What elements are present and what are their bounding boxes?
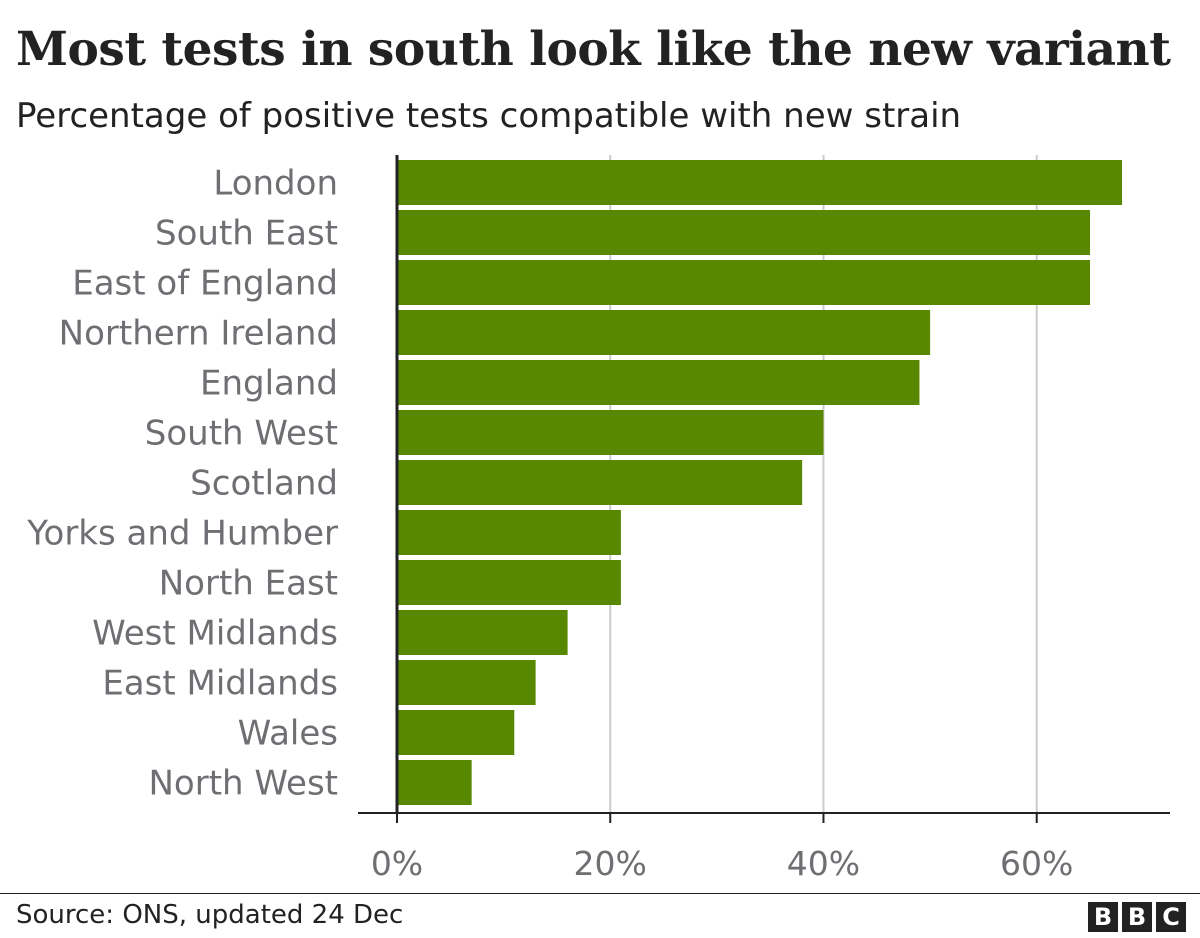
bar [397,560,621,605]
x-tick-label: 20% [574,844,647,883]
x-tick-label: 40% [787,844,860,883]
bar [397,660,536,705]
category-label: Northern Ireland [59,314,338,354]
bar [397,210,1091,255]
chart-subtitle: Percentage of positive tests compatible … [16,96,962,136]
bar [397,510,621,555]
bar [397,760,472,805]
axes [358,155,1170,823]
bar [397,710,515,755]
category-label: South West [145,414,338,454]
bar [397,360,920,405]
category-label: England [200,364,338,404]
bbc-logo: B B C [1088,902,1186,932]
category-label: London [213,164,338,204]
category-label: West Midlands [92,614,338,654]
category-label: Scotland [190,464,338,504]
logo-letter: C [1156,902,1186,932]
chart-title: Most tests in south look like the new va… [16,22,1171,77]
bar [397,160,1123,205]
bar [397,260,1091,305]
category-label: East Midlands [102,664,338,704]
category-label: Wales [238,714,338,754]
logo-letter: B [1122,902,1152,932]
bar [397,310,931,355]
category-label: Yorks and Humber [26,514,338,554]
category-label: East of England [72,264,338,304]
bar [397,460,803,505]
x-tick-label: 0% [371,844,423,883]
footer-divider [0,893,1200,894]
category-label: North West [149,764,339,804]
bar [397,410,824,455]
x-tick-label: 60% [1000,844,1073,883]
bar [397,610,568,655]
bars [397,160,1123,805]
x-tick-labels: 0% 20% 40% 60% [371,844,1074,883]
category-labels: London South East East of England Northern … [26,164,338,804]
source-note: Source: ONS, updated 24 Dec [16,900,404,930]
category-label: North East [159,564,338,604]
bar-chart: London South East East of England Northern … [26,155,1170,883]
category-label: South East [155,214,338,254]
logo-letter: B [1088,902,1118,932]
